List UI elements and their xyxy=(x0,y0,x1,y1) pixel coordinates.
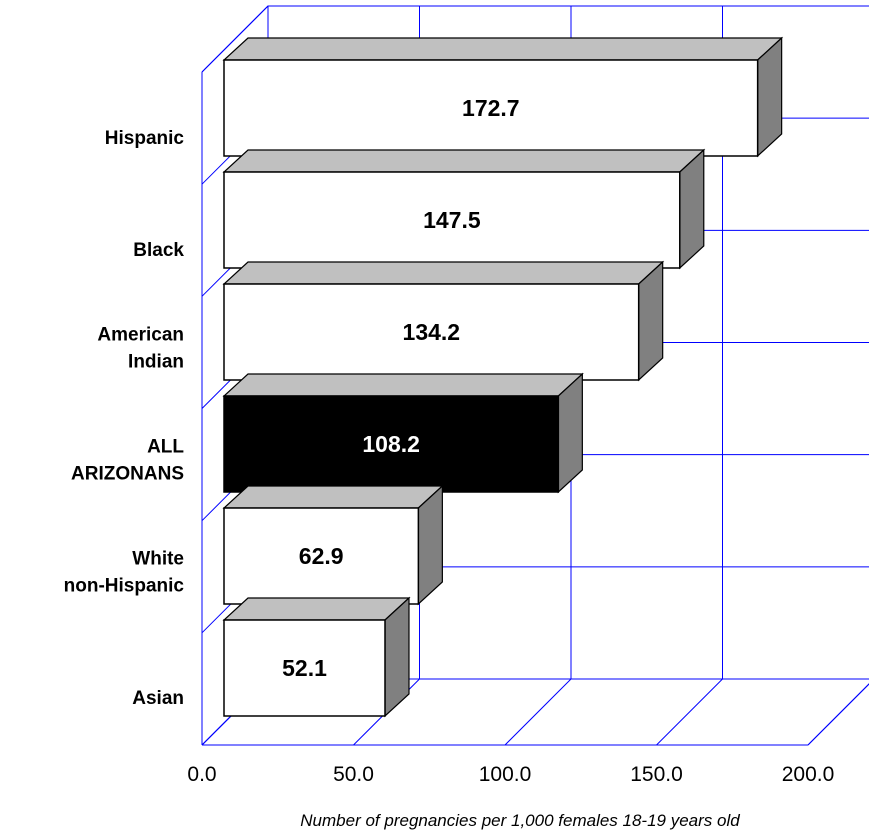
bar-top-face xyxy=(222,149,706,173)
category-label: White xyxy=(132,549,184,570)
x-tick-label: 50.0 xyxy=(333,763,374,786)
bar-top-face xyxy=(222,373,584,397)
category-label: Black xyxy=(133,240,184,261)
bar: 108.2 xyxy=(222,372,584,494)
bar-front-face xyxy=(223,619,386,717)
chart-x-ticks: 0.0 50.0 100.0 150.0 200.0 xyxy=(187,763,834,786)
bar-top-face xyxy=(222,261,665,285)
bar: 134.2 xyxy=(222,260,665,382)
bar: 147.5 xyxy=(222,148,706,270)
bar: 62.9 xyxy=(222,484,444,606)
category-label: Asian xyxy=(132,688,184,709)
bar-top-face xyxy=(222,37,784,61)
bar-value-label: 52.1 xyxy=(282,655,327,681)
bar-value-label: 172.7 xyxy=(462,95,520,121)
category-label: ALL xyxy=(147,437,184,458)
bar-top-face xyxy=(222,485,444,509)
category-label: ARIZONANS xyxy=(71,464,184,485)
bar-front-face xyxy=(223,395,560,493)
x-floor-gridline xyxy=(504,678,572,746)
chart-category-labels: Hispanic Black American Indian ALL ARIZONANS W… xyxy=(64,128,185,709)
bar-value-label: 108.2 xyxy=(362,431,420,457)
bar-front-face xyxy=(223,171,681,269)
x-tick-label: 200.0 xyxy=(782,763,835,786)
x-floor-gridline xyxy=(807,683,869,746)
floor-edge xyxy=(807,683,869,746)
bar: 172.7 xyxy=(222,36,784,158)
category-label: Hispanic xyxy=(105,128,185,149)
bar-value-label: 147.5 xyxy=(423,207,481,233)
x-floor-gridline xyxy=(656,678,723,746)
x-tick-label: 100.0 xyxy=(479,763,532,786)
category-label: non-Hispanic xyxy=(64,576,185,597)
category-label: American xyxy=(97,325,184,346)
category-label: Indian xyxy=(128,352,184,373)
x-tick-label: 150.0 xyxy=(630,763,683,786)
bar-value-label: 62.9 xyxy=(299,543,344,569)
x-axis-title: Number of pregnancies per 1,000 females … xyxy=(300,811,740,830)
bar: 52.1 xyxy=(222,596,411,718)
bar-front-face xyxy=(223,59,759,157)
bar-front-face xyxy=(223,507,420,605)
left-wall-gridline xyxy=(201,5,269,73)
bar-value-label: 134.2 xyxy=(403,319,461,345)
x-tick-label: 0.0 xyxy=(187,763,216,786)
bar-front-face xyxy=(223,283,640,381)
chart-bars: 172.7 147.5 134.2 108.2 62.9 52.1 xyxy=(222,36,784,718)
bar-top-face xyxy=(222,597,411,621)
